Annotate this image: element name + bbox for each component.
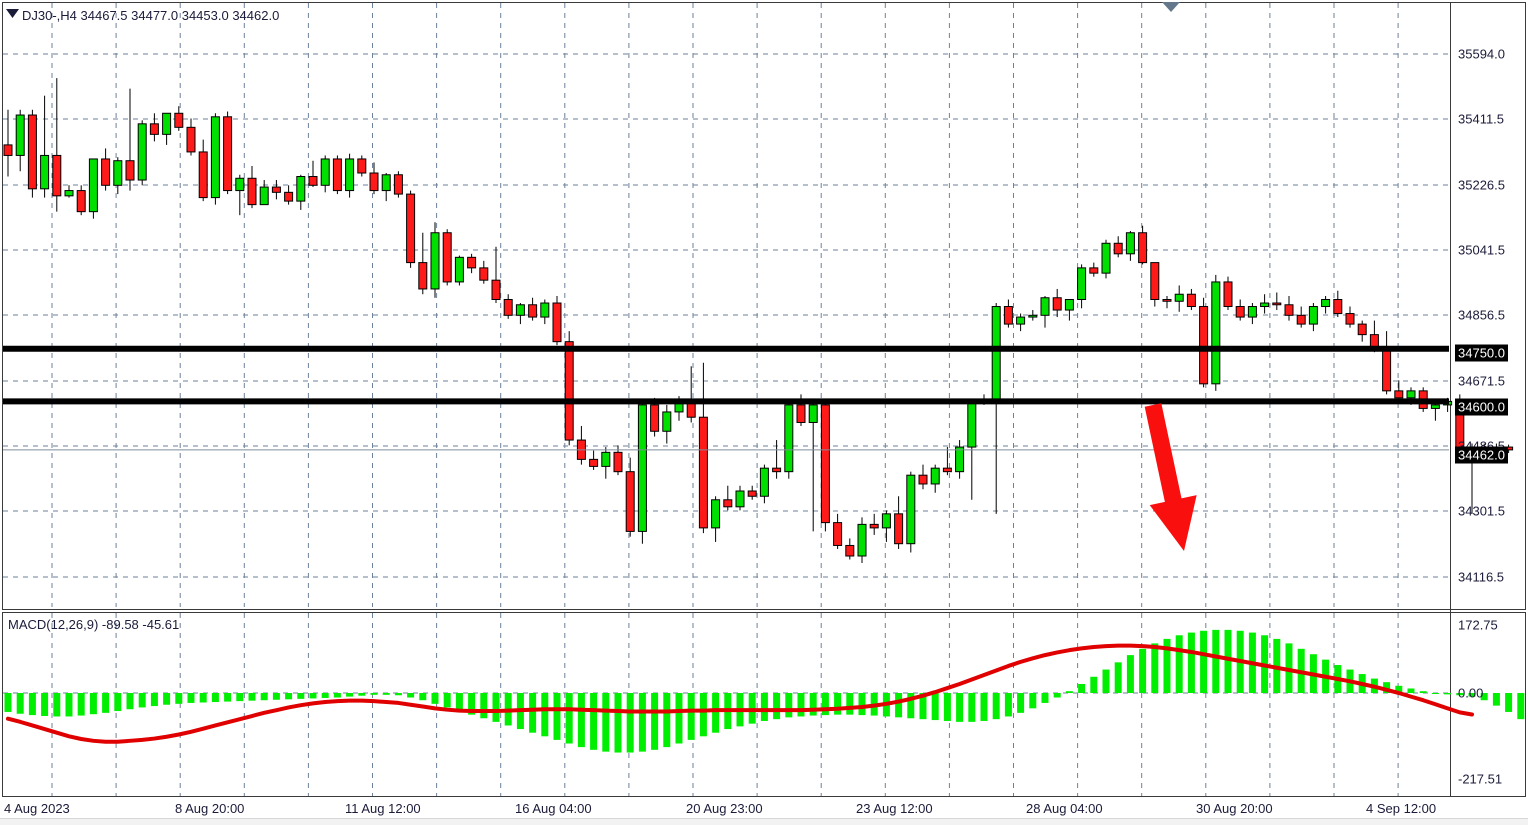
macd-axis-tick: 0.00: [1458, 685, 1484, 701]
symbol-info-label: DJ30-,H4 34467.5 34477.0 34453.0 34462.0: [22, 8, 280, 23]
price-axis-tick: 34856.5: [1458, 307, 1505, 323]
down-arrow-annotation[interactable]: [1144, 403, 1197, 551]
macd-axis-tick: -217.51: [1458, 771, 1503, 787]
time-axis-tick: 4 Sep 12:00: [1366, 801, 1437, 816]
cursor-position-marker: [1162, 2, 1180, 12]
price-axis-tick: 35041.5: [1458, 242, 1505, 258]
macd-histogram: [4, 629, 1525, 753]
price-axis-tick: 35411.5: [1458, 111, 1505, 127]
triangle-down-icon[interactable]: [6, 9, 20, 19]
gridlines: [3, 3, 1449, 796]
macd-info-label: MACD(12,26,9) -89.58 -45.61: [8, 617, 180, 632]
macd-panel-border: [2, 612, 1526, 797]
time-axis-tick: 11 Aug 12:00: [345, 801, 421, 816]
axis-divider: [1450, 2, 1451, 797]
candlestick-series: [3, 78, 1514, 564]
time-axis-tick: 16 Aug 04:00: [515, 801, 592, 816]
time-axis-tick: 4 Aug 2023: [4, 801, 70, 816]
price-axis-tick: 34671.5: [1458, 373, 1505, 389]
time-axis-tick: 28 Aug 04:00: [1026, 801, 1103, 816]
price-axis-tick: 34116.5: [1458, 569, 1505, 585]
price-axis-tick-highlighted: 34750.0: [1455, 344, 1508, 362]
price-panel-border: [2, 2, 1526, 610]
macd-axis-tick: 172.75: [1458, 617, 1498, 633]
bottom-status-strip: [0, 818, 1528, 825]
price-axis-tick: 35226.5: [1458, 177, 1505, 193]
price-axis-tick-highlighted: 34600.0: [1455, 398, 1508, 416]
price-axis-tick: 35594.0: [1458, 46, 1505, 62]
time-axis-tick: 20 Aug 23:00: [686, 801, 763, 816]
price-axis-tick-highlighted: 34462.0: [1455, 446, 1508, 464]
time-axis-tick: 8 Aug 20:00: [175, 801, 245, 816]
price-axis-tick: 34301.5: [1458, 503, 1505, 519]
time-axis-tick: 30 Aug 20:00: [1196, 801, 1273, 816]
macd-signal-line: [6, 643, 1474, 744]
time-axis-tick: 23 Aug 12:00: [856, 801, 933, 816]
